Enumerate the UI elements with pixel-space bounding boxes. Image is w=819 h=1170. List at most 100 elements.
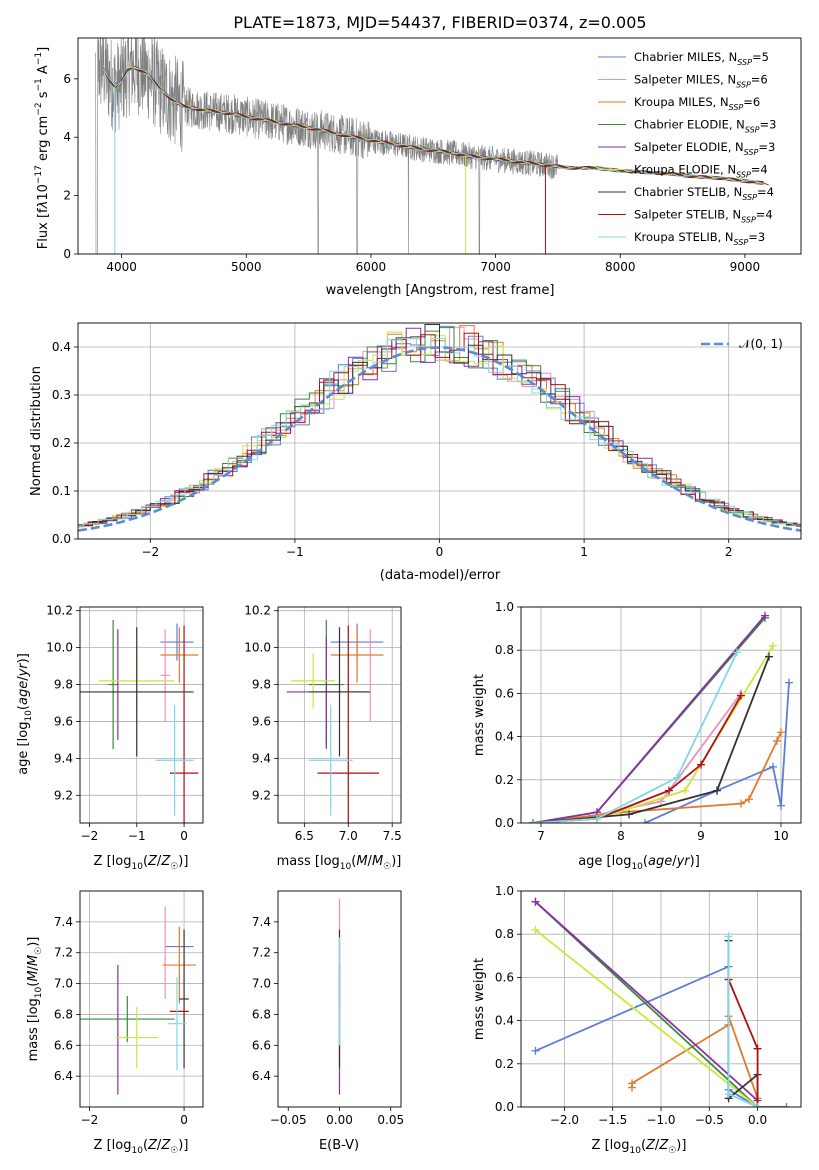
histogram-panel: (data-model)/error Normed distribution bbox=[29, 366, 501, 583]
weight-line-7 bbox=[532, 695, 742, 823]
mass-vs-Z-axes: −2 0 6.4 6.6 6.8 7.0 7.2 7.4 bbox=[54, 891, 203, 1127]
legend-label-7: Salpeter STELIB, NSSP=4 bbox=[634, 208, 773, 225]
y-tick-label: 9.4 bbox=[252, 751, 271, 765]
age-vs-z-xlabel: Z [log10(Z/Z☉)] bbox=[94, 854, 189, 872]
histogram-step-8 bbox=[78, 338, 801, 527]
observed-spectrum bbox=[95, 38, 559, 254]
y-tick-label: 10.0 bbox=[244, 641, 271, 655]
legend-label-8: Kroupa STELIB, NSSP=3 bbox=[634, 230, 765, 247]
weight-vs-z-xlabel: Z [log10(Z/Z☉)] bbox=[592, 1138, 687, 1156]
x-tick-label: 7 bbox=[537, 829, 545, 843]
y-tick-label: 6.6 bbox=[54, 1038, 73, 1052]
histogram-plot bbox=[78, 324, 801, 532]
x-tick-label: 6000 bbox=[356, 260, 387, 274]
weight-line-3 bbox=[534, 901, 759, 1102]
histogram-frame bbox=[77, 322, 802, 540]
y-tick-label: 0.4 bbox=[495, 1014, 514, 1028]
weight-vs-Z-axes: −2.0 −1.5 −1.0 −0.5 0.0 0.0 0.2 0.4 0.6 0.8 1.0 bbox=[495, 884, 801, 1127]
x-tick-label: −2 bbox=[81, 829, 99, 843]
y-tick-label: 0.3 bbox=[52, 388, 71, 402]
y-tick-label: 9.8 bbox=[54, 678, 73, 692]
y-tick-label: 9.4 bbox=[54, 751, 73, 765]
weight-line-2 bbox=[532, 731, 782, 823]
weight-marker bbox=[769, 641, 777, 650]
weight-marker bbox=[737, 799, 745, 808]
y-tick-label: 6.6 bbox=[252, 1038, 271, 1052]
y-tick-label: 0 bbox=[63, 247, 71, 261]
x-tick-label: 7.0 bbox=[339, 829, 358, 843]
y-tick-label: 2 bbox=[63, 189, 71, 203]
gaussian-legend-label: 𝒩(0, 1) bbox=[739, 337, 783, 351]
weight-line-5 bbox=[727, 940, 759, 1107]
histogram-step-2 bbox=[78, 325, 801, 528]
y-tick-label: 9.6 bbox=[54, 714, 73, 728]
x-tick-label: −1.0 bbox=[646, 1113, 675, 1127]
x-tick-label: 10 bbox=[773, 829, 788, 843]
y-tick-label: 0.6 bbox=[495, 686, 514, 700]
residual-histogram-axes: −2 −1 0 1 2 0.0 0.1 0.2 0.3 0.4 bbox=[52, 323, 801, 559]
spectrum-plot bbox=[95, 38, 769, 254]
x-tick-label: 2 bbox=[725, 545, 733, 559]
gaussian-curve bbox=[78, 346, 801, 532]
spectrum-frame bbox=[77, 37, 802, 255]
legend-label-0: Chabrier MILES, NSSP=5 bbox=[634, 50, 769, 67]
legend-label-6: Chabrier STELIB, NSSP=4 bbox=[634, 185, 774, 202]
weight-marker bbox=[681, 786, 689, 795]
weight-line-6 bbox=[532, 656, 770, 823]
weight-marker bbox=[593, 814, 601, 823]
y-tick-label: 0.2 bbox=[495, 773, 514, 787]
x-tick-label: 8000 bbox=[605, 260, 636, 274]
x-tick-label: 5000 bbox=[231, 260, 262, 274]
histogram-step-6 bbox=[78, 324, 801, 527]
weight-marker bbox=[628, 1079, 637, 1088]
y-tick-label: 7.2 bbox=[54, 946, 73, 960]
age-vs-z-panel: Z [log10(Z/Z☉)] age [log10(age/yr)] bbox=[16, 653, 188, 872]
figure-title: PLATE=1873, MJD=54437, FIBERID=0374, z=0… bbox=[233, 13, 646, 32]
x-tick-label: 7.5 bbox=[383, 829, 402, 843]
x-tick-label: −2 bbox=[81, 1113, 99, 1127]
y-tick-label: 0.2 bbox=[52, 436, 71, 450]
weight-marker bbox=[765, 652, 773, 661]
age-vs-mass-xlabel: mass [log10(M/M☉)] bbox=[277, 854, 402, 872]
x-tick-label: −1.5 bbox=[598, 1113, 627, 1127]
mass-vs-z-panel: Z [log10(Z/Z☉)] mass [log10(M/M☉)] bbox=[26, 937, 188, 1156]
weight-marker bbox=[665, 786, 673, 795]
x-tick-label: −2.0 bbox=[550, 1113, 579, 1127]
y-tick-label: 9.2 bbox=[54, 788, 73, 802]
histogram-xlabel: (data-model)/error bbox=[380, 568, 501, 583]
weight-vs-age-ylabel: mass weight bbox=[472, 674, 487, 756]
age-vs-Z-plot bbox=[80, 619, 199, 823]
age-vs-Z-frame bbox=[79, 606, 204, 824]
y-tick-label: 6.8 bbox=[252, 1007, 271, 1021]
weight-marker bbox=[782, 1103, 791, 1107]
histogram-ylabel: Normed distribution bbox=[29, 366, 44, 496]
weight-marker bbox=[761, 611, 769, 620]
y-tick-label: 7.2 bbox=[252, 946, 271, 960]
weight-vs-Z-frame bbox=[520, 890, 802, 1108]
weight-marker bbox=[531, 925, 540, 934]
weight-marker bbox=[724, 1090, 733, 1099]
weight-vs-age-panel: age [log10(age/yr)] mass weight bbox=[472, 674, 700, 872]
mass-vs-Z-plot bbox=[80, 906, 196, 1095]
weight-marker bbox=[673, 773, 681, 782]
x-tick-label: 0 bbox=[180, 1113, 188, 1127]
weight-marker bbox=[737, 691, 745, 700]
y-tick-label: 0.0 bbox=[495, 816, 514, 830]
y-tick-label: 0.2 bbox=[495, 1057, 514, 1071]
weight-marker bbox=[713, 786, 721, 795]
weight-marker bbox=[531, 1046, 540, 1055]
mass-vs-z-xlabel: Z [log10(Z/Z☉)] bbox=[94, 1138, 189, 1156]
x-tick-label: −0.5 bbox=[695, 1113, 724, 1127]
x-tick-label: 9 bbox=[697, 829, 705, 843]
legend-label-2: Kroupa MILES, NSSP=6 bbox=[634, 95, 760, 112]
y-tick-label: 10.0 bbox=[46, 641, 73, 655]
y-tick-label: 7.4 bbox=[54, 915, 73, 929]
mass-vs-z-ylabel: mass [log10(M/M☉)] bbox=[26, 937, 44, 1062]
weight-vs-z-panel: Z [log10(Z/Z☉)] mass weight bbox=[472, 958, 686, 1156]
y-tick-label: 4 bbox=[63, 130, 71, 144]
y-tick-label: 9.2 bbox=[252, 788, 271, 802]
age-vs-mass-plot bbox=[286, 619, 384, 823]
legend-label-4: Salpeter ELODIE, NSSP=3 bbox=[634, 140, 775, 157]
x-tick-label: 0 bbox=[436, 545, 444, 559]
weight-marker bbox=[785, 678, 793, 687]
